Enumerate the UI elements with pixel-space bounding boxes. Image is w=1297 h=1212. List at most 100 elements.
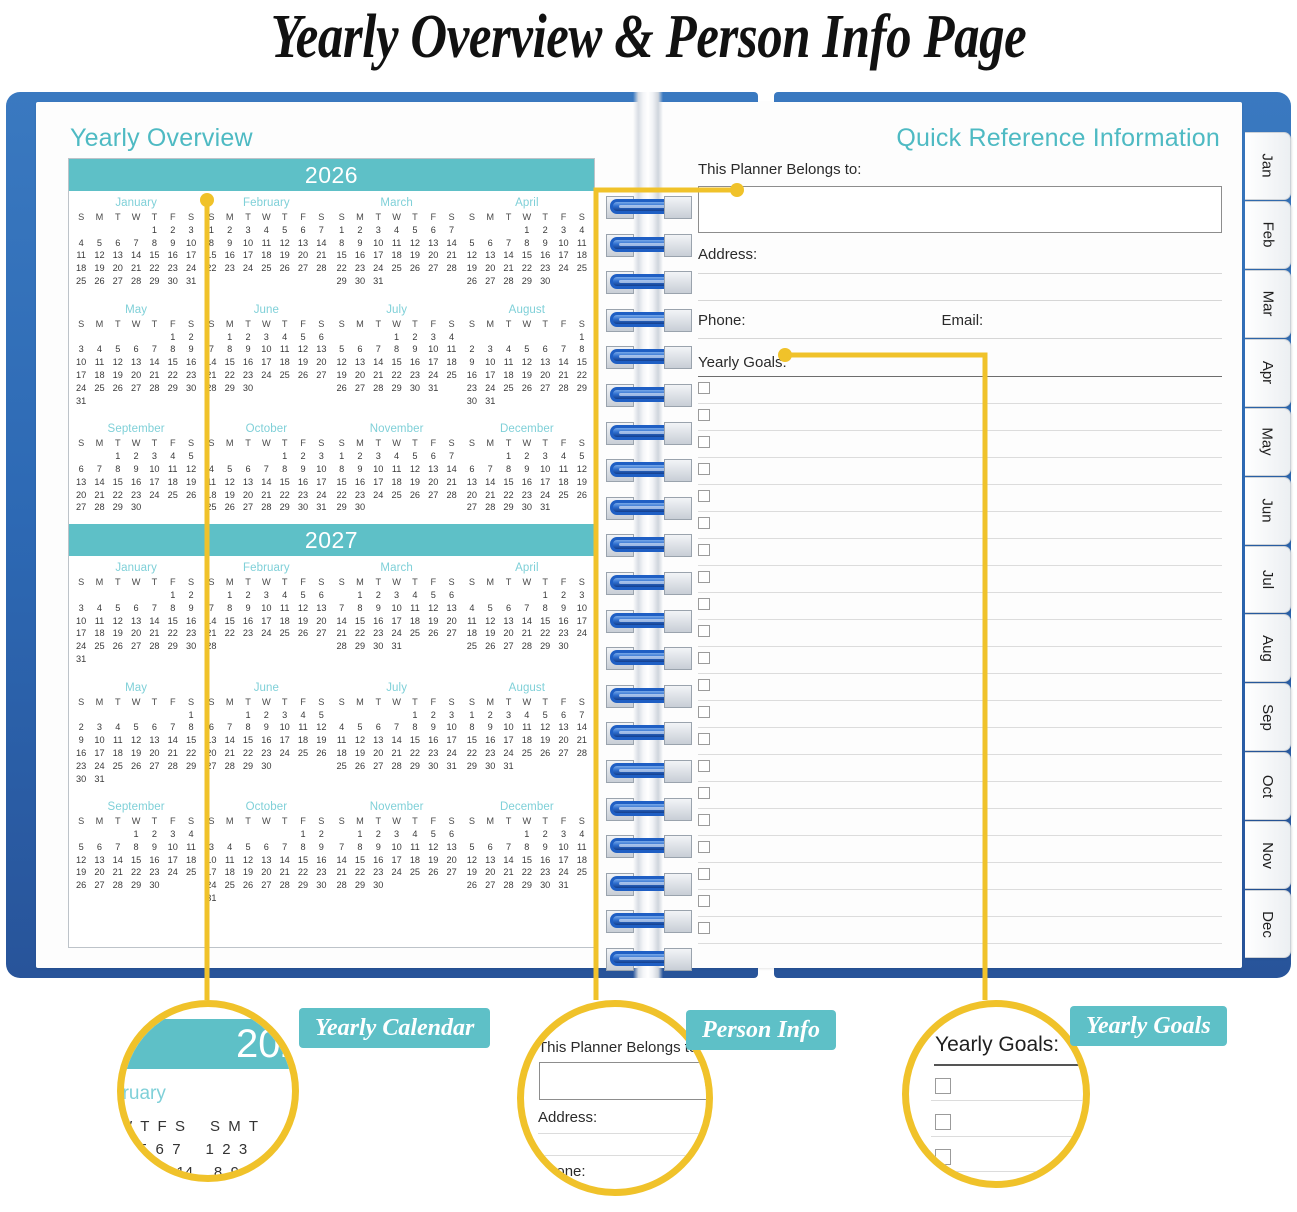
goal-checkbox[interactable]	[698, 463, 710, 475]
goal-checkbox[interactable]	[698, 625, 710, 637]
day-cell: 23	[185, 369, 197, 380]
goal-checkbox[interactable]	[698, 895, 710, 907]
week-row: 13 14 15 16 17 18 19	[72, 476, 200, 489]
dow-cell: T	[281, 438, 288, 449]
month-tab-jul[interactable]: Jul	[1245, 545, 1291, 614]
day-cell: 15	[336, 476, 347, 487]
goal-checkbox[interactable]	[698, 409, 710, 421]
day-cell: 20	[540, 369, 551, 380]
month-tab-jun[interactable]: Jun	[1245, 476, 1291, 545]
goal-row[interactable]	[698, 728, 1222, 755]
goal-row[interactable]	[698, 431, 1222, 458]
callout-goal-box-1	[935, 1078, 951, 1094]
goal-row[interactable]	[698, 566, 1222, 593]
goal-row[interactable]	[698, 647, 1222, 674]
goal-row[interactable]	[698, 377, 1222, 404]
day-cell: 28	[94, 502, 105, 513]
day-cell: 9	[375, 841, 381, 852]
day-cell: 24	[558, 867, 569, 878]
day-cell: 22	[167, 369, 178, 380]
spiral-ring	[606, 872, 692, 896]
goal-row[interactable]	[698, 512, 1222, 539]
goal-row[interactable]	[698, 917, 1222, 944]
goal-checkbox[interactable]	[698, 868, 710, 880]
day-cell: 8	[245, 722, 251, 733]
goal-row[interactable]	[698, 539, 1222, 566]
month-tab-sep[interactable]: Sep	[1245, 683, 1291, 752]
goal-writing-line	[698, 943, 1222, 944]
day-cell: 11	[279, 602, 290, 613]
goal-checkbox[interactable]	[698, 544, 710, 556]
month-tab-may[interactable]: May	[1245, 407, 1291, 476]
day-cell: 25	[576, 263, 587, 274]
goal-checkbox[interactable]	[698, 598, 710, 610]
goal-checkbox[interactable]	[698, 490, 710, 502]
goal-checkbox[interactable]	[698, 760, 710, 772]
goal-checkbox[interactable]	[698, 517, 710, 529]
belongs-to-input[interactable]	[698, 186, 1222, 233]
goal-row[interactable]	[698, 836, 1222, 863]
day-cell: 7	[505, 237, 512, 248]
day-cell: 6	[96, 841, 103, 852]
goal-checkbox[interactable]	[698, 733, 710, 745]
week-row: 17 18 19 20 21 22 23	[72, 369, 200, 382]
dow-cell: W	[262, 318, 271, 329]
month-tab-aug[interactable]: Aug	[1245, 614, 1291, 683]
dow-cell: W	[131, 318, 141, 329]
goal-checkbox[interactable]	[698, 679, 710, 691]
goal-row[interactable]	[698, 593, 1222, 620]
goal-row[interactable]	[698, 404, 1222, 431]
goal-checkbox[interactable]	[698, 814, 710, 826]
phone-email-line[interactable]	[698, 338, 1222, 339]
day-cell	[573, 501, 591, 514]
dow-cell: W	[131, 212, 141, 222]
goal-row[interactable]	[698, 674, 1222, 701]
goal-row[interactable]	[698, 755, 1222, 782]
month-name: March	[380, 197, 413, 209]
month-tab-feb[interactable]: Feb	[1245, 200, 1291, 269]
day-cell: 5	[524, 344, 530, 355]
day-cell: 6	[542, 344, 548, 355]
address-line-1[interactable]	[698, 273, 1222, 274]
goal-row[interactable]	[698, 620, 1222, 647]
goal-checkbox[interactable]	[698, 922, 710, 934]
address-line-2[interactable]	[698, 300, 1222, 301]
goal-checkbox[interactable]	[698, 436, 710, 448]
day-cell	[387, 709, 405, 722]
day-cell: 28	[446, 263, 457, 274]
month-tab-jan[interactable]: Jan	[1245, 132, 1291, 200]
goal-row[interactable]	[698, 890, 1222, 917]
day-cell: 27	[206, 760, 217, 771]
dow-cell: S	[78, 577, 85, 588]
goal-checkbox[interactable]	[698, 841, 710, 853]
day-cell: 17	[279, 735, 290, 746]
month-tab-oct[interactable]: Oct	[1245, 752, 1291, 821]
goal-checkbox[interactable]	[698, 652, 710, 664]
goal-row[interactable]	[698, 863, 1222, 890]
day-cell: 20	[94, 867, 105, 878]
goal-row[interactable]	[698, 458, 1222, 485]
week-row: 21 22 23 24 25 26 27	[202, 369, 330, 382]
goal-checkbox[interactable]	[698, 571, 710, 583]
goal-row[interactable]	[698, 701, 1222, 728]
week-row: 29 30 31	[333, 275, 461, 288]
week-row: 7 8 9 10 11 12 13	[202, 602, 330, 615]
week-row: 3 4 5 6 7 8 9	[202, 841, 330, 854]
goal-row[interactable]	[698, 485, 1222, 512]
month-tab-nov[interactable]: Nov	[1245, 821, 1291, 890]
goal-row[interactable]	[698, 782, 1222, 809]
day-cell: 8	[579, 344, 585, 355]
goal-checkbox[interactable]	[698, 787, 710, 799]
goal-checkbox[interactable]	[698, 706, 710, 718]
day-cell: 27	[485, 880, 496, 891]
month-tab-apr[interactable]: Apr	[1245, 338, 1291, 407]
month-tab-mar[interactable]: Mar	[1245, 269, 1291, 338]
goal-row[interactable]	[698, 809, 1222, 836]
week-row: 1 2 3 4 5 6 7	[202, 224, 330, 237]
month-tab-dec[interactable]: Dec	[1245, 890, 1291, 959]
week-row: 28 29 30 31	[333, 640, 461, 653]
goal-checkbox[interactable]	[698, 382, 710, 394]
day-cell: 16	[185, 357, 197, 368]
day-cell	[536, 395, 554, 408]
day-cell: 30	[242, 382, 254, 393]
